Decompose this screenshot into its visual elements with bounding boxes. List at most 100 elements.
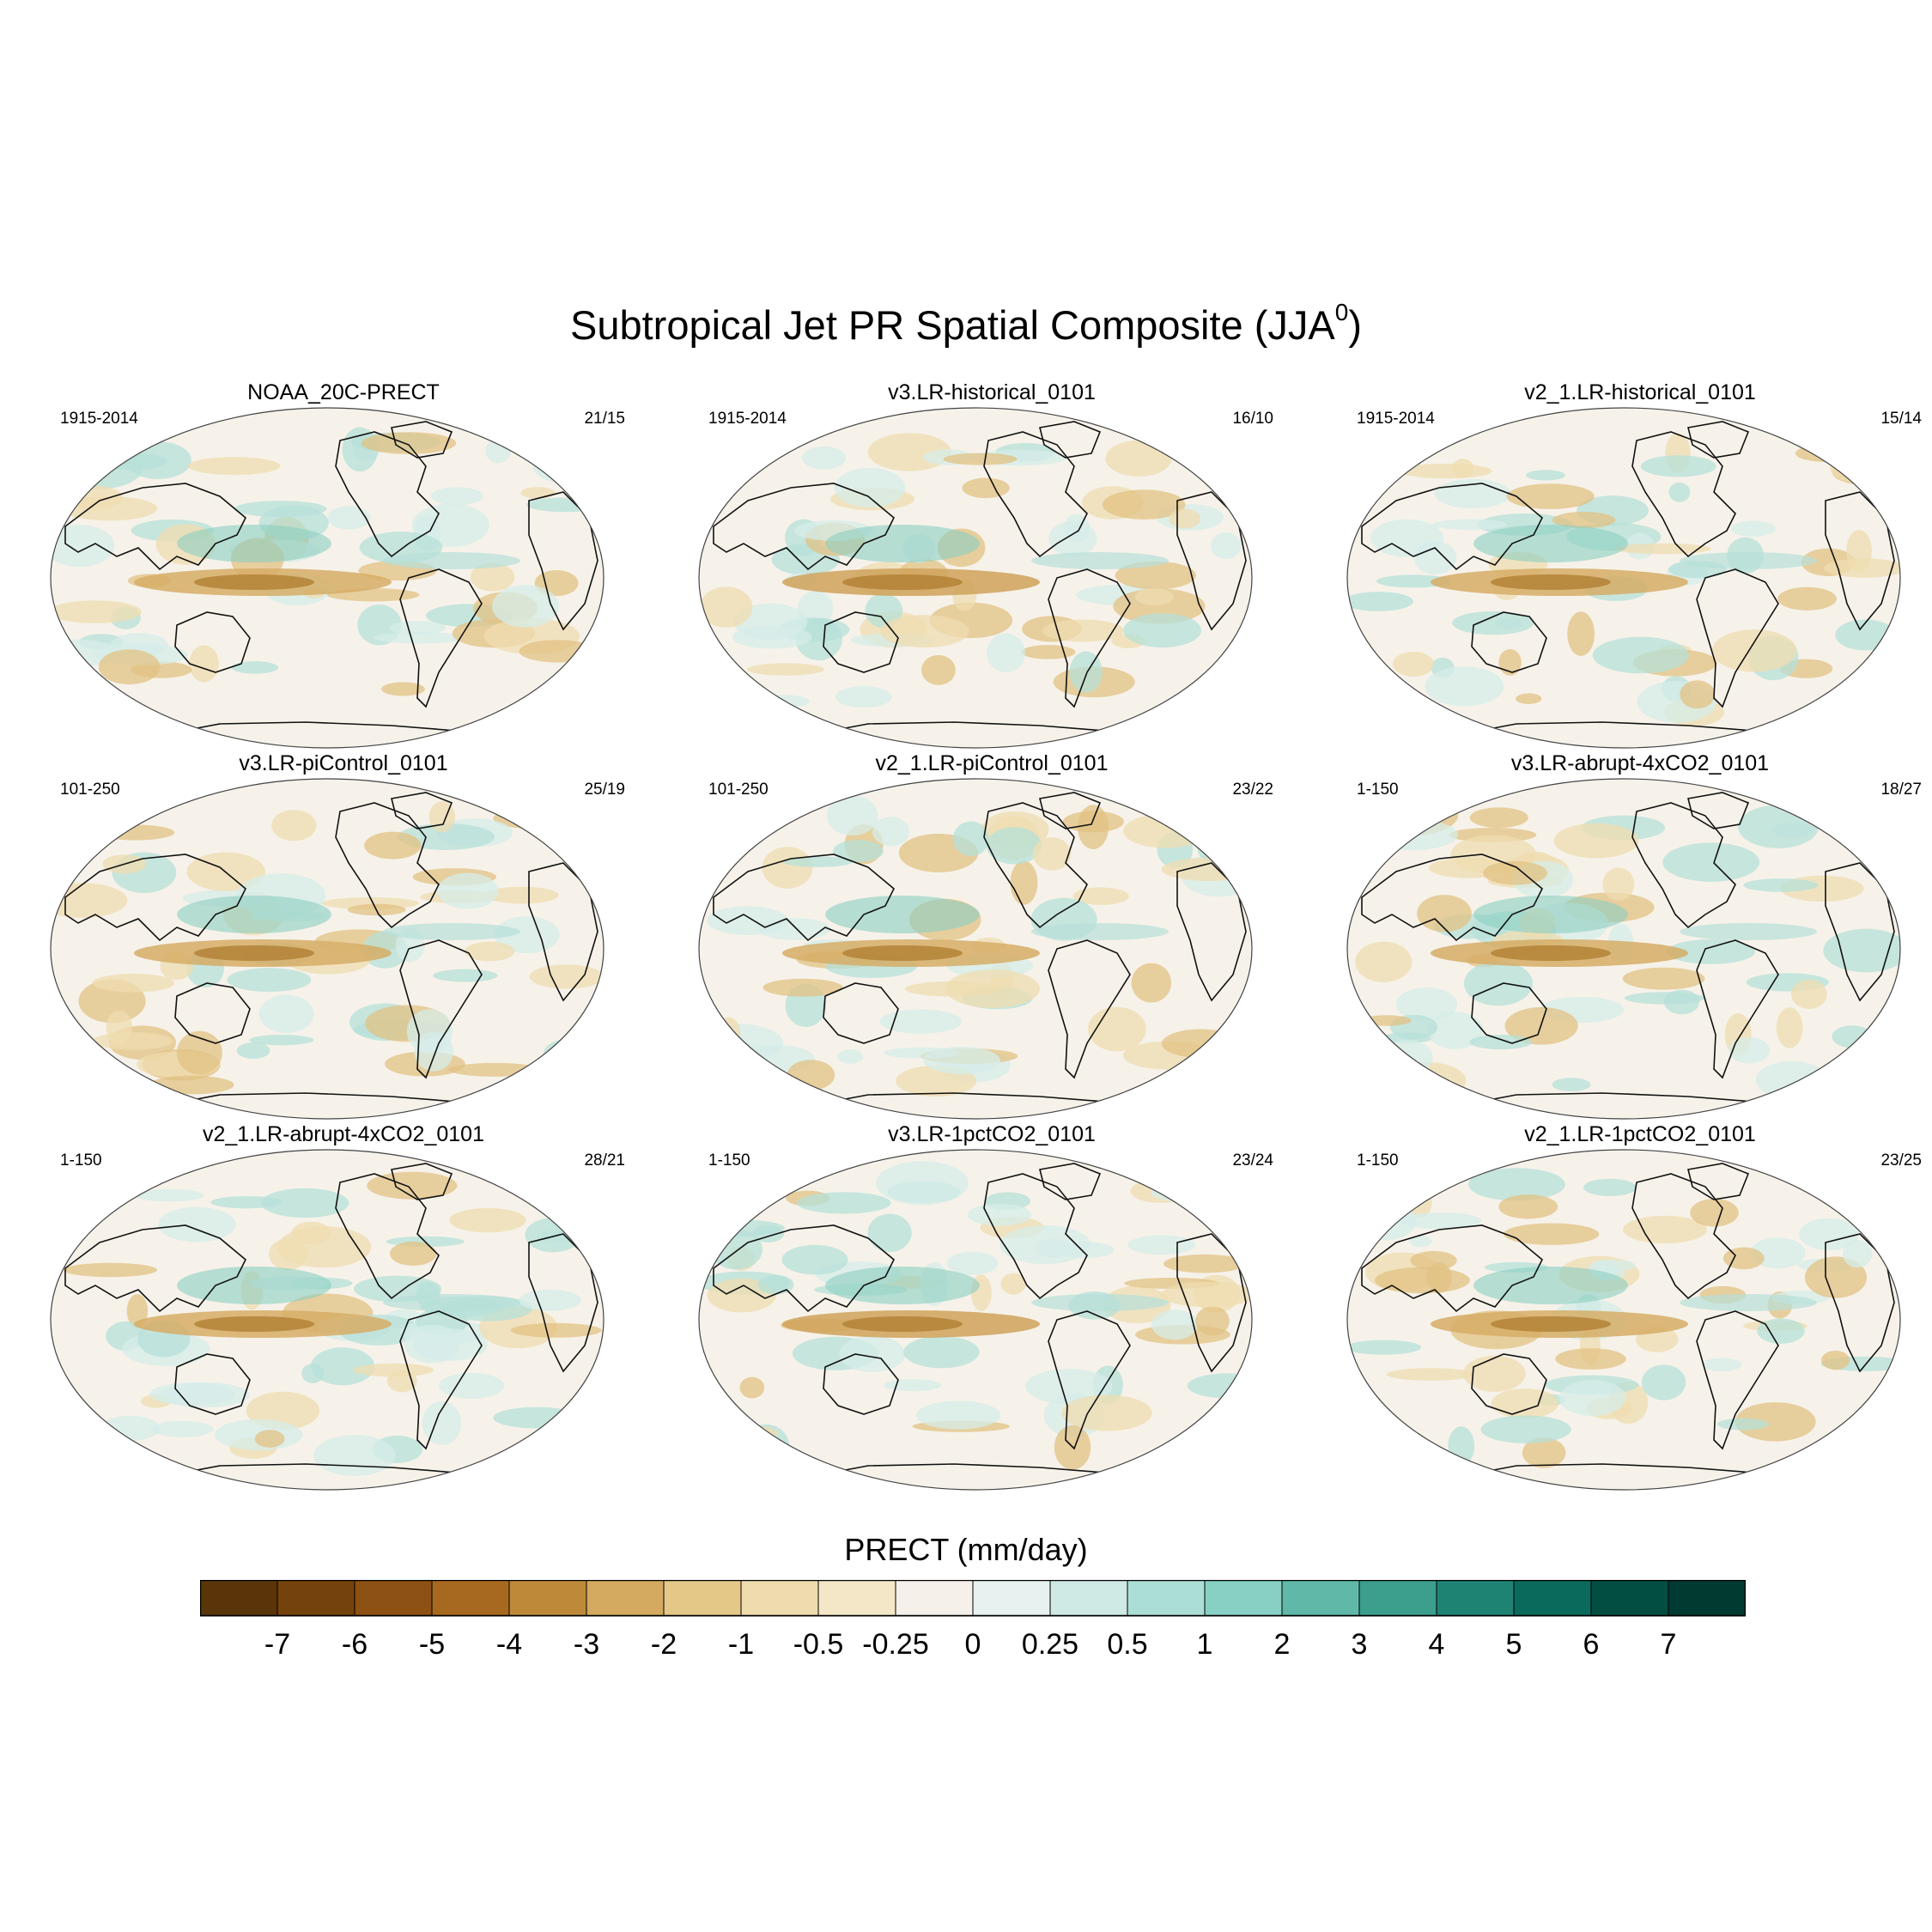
anomaly-patch: [428, 801, 456, 833]
anomaly-patch: [1434, 478, 1511, 509]
anomaly-patch: [1852, 673, 1883, 702]
colorbar-swatch: [586, 1580, 665, 1617]
colorbar-title: PRECT (mm/day): [844, 1532, 1088, 1567]
subtropical-anomaly: [1680, 923, 1817, 940]
anomaly-patch: [801, 446, 847, 470]
anomaly-patch: [1425, 666, 1504, 707]
panel: v2_1.LR-historical_0101 1915-2014 15/14: [1340, 380, 1932, 749]
anomaly-patch: [1552, 512, 1616, 529]
anomaly-patch: [277, 1226, 372, 1268]
panel: v3.LR-abrupt-4xCO2_0101 1-150 18/27: [1340, 751, 1932, 1120]
anomaly-patch: [189, 645, 219, 683]
coastline: [1176, 1233, 1247, 1373]
anomaly-patch: [762, 978, 843, 997]
equatorial-anomaly-core: [1491, 574, 1611, 590]
coastline: [1696, 1310, 1779, 1450]
colorbar-swatch: [1513, 1580, 1592, 1617]
equatorial-anomaly-core: [842, 574, 963, 590]
anomaly-patch: [389, 621, 447, 635]
colorbar-swatch: [1358, 1580, 1437, 1617]
colorbar-swatch: [972, 1580, 1051, 1617]
anomaly-patch: [1467, 1168, 1565, 1201]
colorbar-tick-label: -1: [728, 1628, 754, 1661]
anomaly-patch: [1392, 651, 1435, 677]
anomaly-patch: [529, 964, 604, 989]
coastline: [1696, 568, 1779, 708]
anomaly-patch: [1161, 1029, 1240, 1059]
anomaly-patch: [1526, 470, 1565, 481]
coastline: [1631, 802, 1736, 929]
anomaly-patch: [707, 906, 788, 935]
coastline: [1471, 611, 1547, 673]
panel-period: 1-150: [1357, 781, 1399, 799]
anomaly-patch: [880, 615, 969, 648]
anomaly-patch: [1592, 636, 1689, 674]
anomaly-patch: [63, 1262, 157, 1278]
anomaly-patch: [1024, 1369, 1113, 1405]
anomaly-patch: [1469, 807, 1528, 829]
coastline: [399, 568, 483, 708]
anomaly-patch: [1195, 1306, 1230, 1336]
colorbar-swatch: [276, 1580, 355, 1617]
anomaly-patch: [1127, 1235, 1196, 1255]
colorbar-swatch: [431, 1580, 510, 1617]
anomaly-patch: [1842, 1239, 1873, 1268]
anomaly-patch: [261, 1188, 349, 1218]
anomaly-patch: [826, 795, 878, 836]
subtropical-anomaly: [383, 1294, 520, 1311]
subtropical-anomaly: [1031, 1294, 1169, 1311]
anomaly-patch: [884, 1047, 960, 1059]
anomaly-patch: [865, 593, 903, 629]
anomaly-patch: [796, 1192, 891, 1214]
panel-count: 18/27: [1880, 781, 1922, 799]
coastline: [1825, 491, 1895, 631]
coastline: [1696, 939, 1779, 1079]
anomaly-patch: [1641, 1364, 1686, 1400]
anomaly-patch: [1702, 1358, 1742, 1372]
anomaly-patch: [756, 695, 811, 708]
coastline: [528, 862, 598, 1002]
anomaly-patch: [361, 432, 457, 454]
anomaly-patch: [1567, 611, 1595, 656]
anomaly-patch: [51, 600, 142, 623]
anomaly-patch: [271, 810, 317, 841]
anomaly-patch: [1400, 1212, 1482, 1230]
anomaly-patch: [543, 1038, 592, 1072]
colorbar-tick-label: -4: [496, 1628, 522, 1661]
anomaly-patch: [94, 453, 168, 471]
map-border: [50, 1149, 605, 1491]
anomaly-patch: [430, 487, 484, 506]
anomaly-patch: [833, 840, 884, 862]
anomaly-patch: [1348, 1065, 1421, 1091]
anomaly-patch: [519, 640, 597, 663]
anomaly-patch: [1558, 1380, 1626, 1416]
anomaly-patch: [236, 1042, 270, 1060]
coastline: [1825, 862, 1895, 1002]
anomaly-patch: [1448, 1426, 1475, 1466]
anomaly-patch: [1000, 1273, 1026, 1295]
anomaly-patch: [136, 1188, 204, 1202]
anomaly-patch: [254, 1430, 285, 1448]
anomaly-patch: [373, 632, 466, 644]
anomaly-patch: [1134, 588, 1174, 606]
anomaly-patch: [1161, 1281, 1252, 1308]
anomaly-patch: [1832, 459, 1898, 485]
panel: v3.LR-1pctCO2_0101 1-150 23/24: [691, 1122, 1292, 1491]
anomaly-patch: [97, 824, 175, 841]
anomaly-patch: [739, 1376, 765, 1399]
anomaly-patch: [782, 856, 854, 867]
anomaly-patch: [98, 649, 161, 685]
anomaly-patch: [746, 663, 824, 676]
map-border: [698, 778, 1253, 1120]
anomaly-patch: [484, 886, 559, 904]
subtropical-anomaly: [383, 552, 520, 569]
coastline: [391, 792, 453, 829]
anomaly-patch: [258, 994, 314, 1033]
panel-period: 1915-2014: [1357, 410, 1435, 428]
anomaly-patch: [1623, 1215, 1707, 1244]
equatorial-anomaly-core: [194, 945, 314, 961]
anomaly-patch: [1382, 1040, 1433, 1075]
anomaly-patch: [1613, 543, 1711, 555]
anomaly-patch: [1730, 520, 1776, 537]
anomaly-patch: [1400, 463, 1492, 479]
